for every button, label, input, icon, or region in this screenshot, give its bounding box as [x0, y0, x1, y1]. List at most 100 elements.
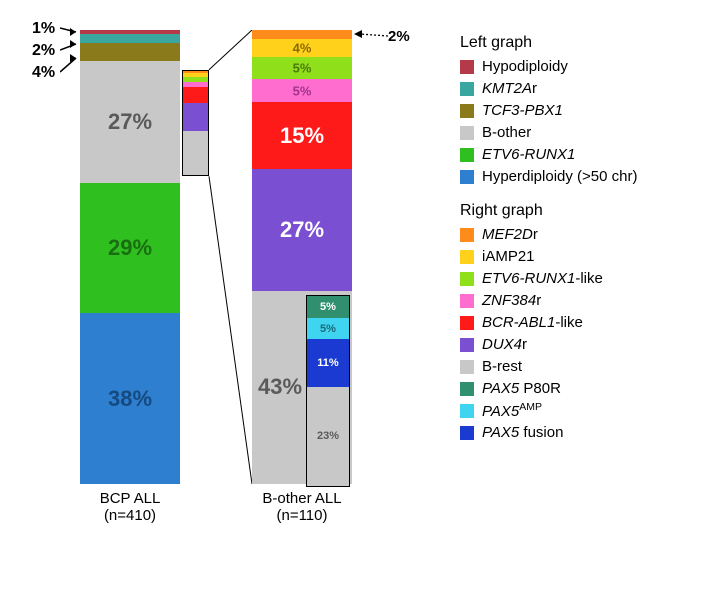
- right-seg-bcrabl1like: 15%: [252, 102, 352, 169]
- legend-right-item-2: ETV6-RUNX1-like: [460, 268, 638, 289]
- left-bar-axis: BCP ALL (n=410): [60, 490, 200, 524]
- inset-seg-pax5fusion: 11%: [307, 339, 349, 386]
- inset-seg-label-pax5fusion: 11%: [317, 357, 338, 369]
- legend-right-swatch-4: [460, 316, 474, 330]
- legend-right-label-3: ZNF384r: [482, 292, 541, 309]
- legend-left-label-3: B-other: [482, 124, 531, 141]
- right-bar-axis: B-other ALL (n=110): [232, 490, 372, 524]
- left-bar-label-1: BCP ALL: [100, 490, 161, 507]
- right-seg-label-bcrabl1like: 15%: [280, 123, 324, 149]
- left-seg-label-etv6runx1: 29%: [108, 235, 152, 261]
- inset-seg-brest_remain: 23%: [307, 387, 349, 486]
- legend-left-items: Hypodiploidy KMT2Ar TCF3-PBX1 B-other ETV6-R…: [460, 56, 638, 187]
- legend-left-label-0: Hypodiploidy: [482, 58, 568, 75]
- legend-left-item-1: KMT2Ar: [460, 78, 638, 99]
- legend-right-label-6: B-rest: [482, 358, 522, 375]
- legend-left-label-4: ETV6-RUNX1: [482, 146, 575, 163]
- legend-right-item-9: PAX5 fusion: [460, 422, 638, 443]
- left-bar-label-2: (n=410): [104, 507, 156, 524]
- legend-right-swatch-0: [460, 228, 474, 242]
- legend-right-label-0: MEF2Dr: [482, 226, 538, 243]
- legend-right-title: Right graph: [460, 202, 638, 220]
- legend-right-item-7: PAX5 P80R: [460, 378, 638, 399]
- left-seg-bother: 27%: [80, 61, 180, 182]
- legend-right-item-0: MEF2Dr: [460, 224, 638, 245]
- left-seg-kmt2ar: [80, 34, 180, 43]
- legend-right-label-4: BCR-ABL1-like: [482, 314, 583, 331]
- right-seg-etv6runx1like: 5%: [252, 57, 352, 79]
- legend-right-item-5: DUX4r: [460, 334, 638, 355]
- legend-left-label-2: TCF3-PBX1: [482, 102, 563, 119]
- legend-right-item-4: BCR-ABL1-like: [460, 312, 638, 333]
- legend-right-label-8: PAX5AMP: [482, 401, 542, 420]
- legend-right-swatch-8: [460, 404, 474, 418]
- legend-left-swatch-5: [460, 170, 474, 184]
- brest-inset: 5% 5% 11% 23%: [306, 295, 350, 486]
- inset-seg-pax5amp: 5%: [307, 318, 349, 340]
- callout-arrows-left: [60, 24, 80, 84]
- legend-right-label-9: PAX5 fusion: [482, 424, 563, 441]
- stacked-bar-chart: 27%29%38% 1% 2% 4% 4%5%5%15%27%43% 2% 5%…: [20, 20, 682, 574]
- legend-right-label-7: PAX5 P80R: [482, 380, 561, 397]
- legend-left-item-4: ETV6-RUNX1: [460, 144, 638, 165]
- left-seg-tcf3pbx1: [80, 43, 180, 61]
- callout-4pct: 4%: [32, 64, 55, 82]
- callout-right-2pct: 2%: [388, 28, 410, 45]
- right-seg-label-dux4r: 27%: [280, 217, 324, 243]
- legend-left-label-1: KMT2Ar: [482, 80, 537, 97]
- legend-right-label-5: DUX4r: [482, 336, 527, 353]
- legend-left-item-5: Hyperdiploidy (>50 chr): [460, 166, 638, 187]
- legend-right-items: MEF2Dr iAMP21 ETV6-RUNX1-like ZNF384r BCR-AB…: [460, 224, 638, 443]
- legend-right-label-1: iAMP21: [482, 248, 535, 265]
- bars-area: 27%29%38% 1% 2% 4% 4%5%5%15%27%43% 2% 5%…: [80, 30, 440, 510]
- callout-1pct: 1%: [32, 20, 55, 38]
- legend-right-item-1: iAMP21: [460, 246, 638, 267]
- right-seg-label-znf384r: 5%: [293, 83, 312, 98]
- legend-left-item-0: Hypodiploidy: [460, 56, 638, 77]
- legend-right-item-6: B-rest: [460, 356, 638, 377]
- legend-block: Left graph Hypodiploidy KMT2Ar TCF3-PBX1 B-…: [460, 34, 638, 444]
- legend-right-swatch-6: [460, 360, 474, 374]
- inset-seg-pax5p80r: 5%: [307, 296, 349, 318]
- legend-right-swatch-2: [460, 272, 474, 286]
- legend-left-swatch-2: [460, 104, 474, 118]
- inset-seg-label-brest_remain: 23%: [317, 430, 339, 442]
- legend-right-swatch-7: [460, 382, 474, 396]
- legend-left-swatch-3: [460, 126, 474, 140]
- legend-right-swatch-1: [460, 250, 474, 264]
- right-seg-label-etv6runx1like: 5%: [293, 61, 312, 76]
- legend-right-item-3: ZNF384r: [460, 290, 638, 311]
- mini-preview: [182, 70, 209, 177]
- right-seg-dux4r: 27%: [252, 169, 352, 290]
- right-seg-iamp21: 4%: [252, 39, 352, 57]
- legend-left-item-2: TCF3-PBX1: [460, 100, 638, 121]
- mini-seg-bcrabl1like: [183, 87, 208, 103]
- mini-seg-dux4r: [183, 103, 208, 131]
- legend-left-title: Left graph: [460, 34, 638, 52]
- legend-left-swatch-0: [460, 60, 474, 74]
- left-seg-label-bother: 27%: [108, 109, 152, 135]
- legend-right-swatch-3: [460, 294, 474, 308]
- right-bar-label-1: B-other ALL: [262, 490, 341, 507]
- right-seg-mef2dr: [252, 30, 352, 39]
- inset-seg-label-pax5amp: 5%: [320, 323, 336, 335]
- inset-seg-label-pax5p80r: 5%: [320, 301, 336, 313]
- right-bar-label-2: (n=110): [276, 507, 327, 524]
- legend-right-label-2: ETV6-RUNX1-like: [482, 270, 603, 287]
- legend-left-item-3: B-other: [460, 122, 638, 143]
- legend-left-label-5: Hyperdiploidy (>50 chr): [482, 168, 638, 185]
- left-seg-etv6runx1: 29%: [80, 183, 180, 313]
- callout-2pct: 2%: [32, 42, 55, 60]
- right-seg-label-iamp21: 4%: [293, 40, 312, 55]
- callout-arrow-right: [354, 30, 388, 44]
- legend-right-swatch-9: [460, 426, 474, 440]
- legend-left-swatch-4: [460, 148, 474, 162]
- mini-seg-brest: [183, 131, 208, 176]
- legend-right-item-8: PAX5AMP: [460, 400, 638, 421]
- left-seg-hyperdiploidy: 38%: [80, 313, 180, 484]
- legend-left-swatch-1: [460, 82, 474, 96]
- legend-right-swatch-5: [460, 338, 474, 352]
- right-seg-znf384r: 5%: [252, 79, 352, 101]
- left-bar: 27% 29% 38%: [80, 30, 180, 484]
- left-seg-label-hyperdiploidy: 38%: [108, 386, 152, 412]
